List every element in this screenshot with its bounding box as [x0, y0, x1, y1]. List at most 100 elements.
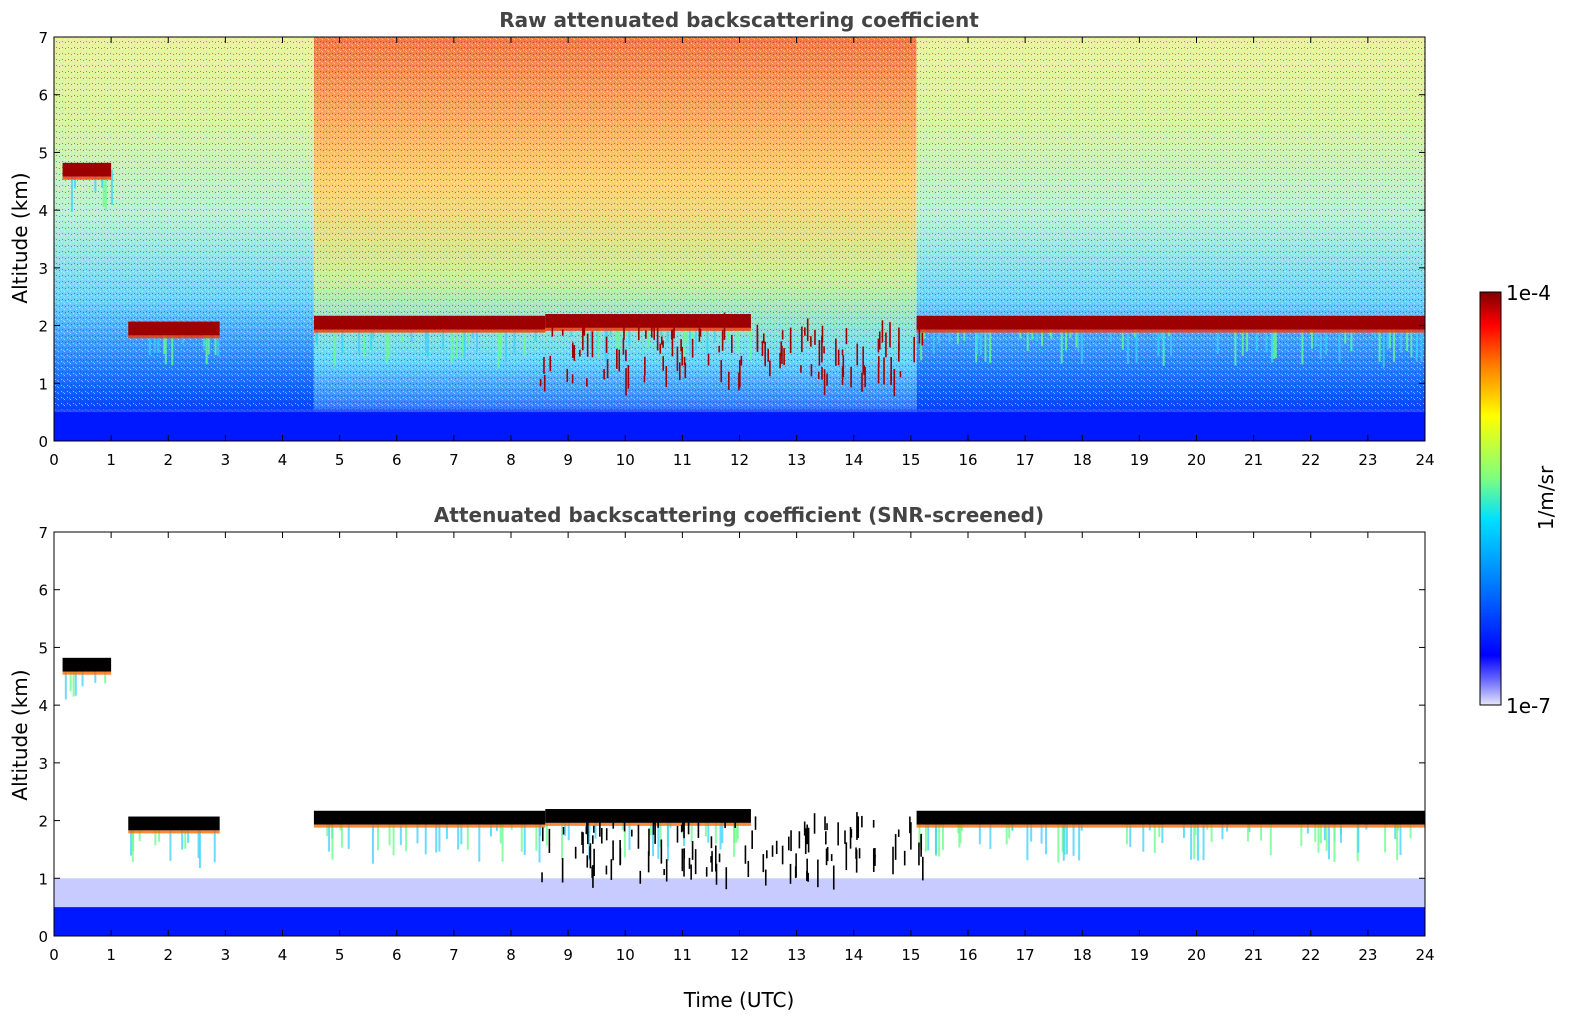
broken-cloud-streak [918, 842, 920, 866]
virga-streak [706, 320, 709, 354]
broken-cloud-streak [605, 828, 608, 841]
virga-streak [1216, 322, 1219, 354]
virga-streak [1142, 817, 1145, 852]
broken-cloud-streak [705, 867, 708, 877]
broken-cloud-streak [548, 828, 551, 853]
broken-cloud-streak [543, 374, 546, 392]
virga-streak [1410, 322, 1413, 358]
virga-streak [714, 815, 717, 844]
broken-cloud-streak [909, 816, 911, 834]
broken-cloud-streak [599, 812, 601, 837]
virga-streak [719, 815, 722, 850]
virga-streak [169, 823, 172, 861]
x-tick-label: 20 [1187, 946, 1206, 964]
y-tick-label: 7 [38, 524, 48, 542]
broken-cloud-streak [806, 858, 808, 878]
broken-cloud-streak [541, 827, 544, 842]
broken-cloud-streak [623, 821, 626, 832]
broken-cloud-streak [561, 329, 564, 336]
x-tick-label: 1 [106, 946, 116, 964]
virga-streak [385, 322, 388, 365]
x-tick-label: 18 [1073, 451, 1092, 469]
virga-streak [1075, 322, 1078, 348]
virga-streak [1333, 817, 1336, 862]
y-tick-label: 6 [38, 582, 48, 600]
virga-streak [749, 320, 752, 360]
virga-streak [594, 815, 597, 839]
virga-streak [347, 817, 350, 849]
x-tick-label: 22 [1301, 946, 1320, 964]
broken-cloud-streak [814, 329, 816, 345]
virga-streak [975, 322, 978, 363]
panel-raw-y-axis: 0 1 2 3 4 5 6 7 [38, 29, 1425, 451]
virga-streak [1269, 817, 1272, 856]
virga-streak [1005, 817, 1008, 845]
virga-streak [659, 815, 662, 848]
broken-cloud-streak [823, 369, 826, 395]
cloud-layer-edge [62, 176, 112, 180]
broken-cloud-streak [832, 865, 835, 890]
broken-cloud-streak [688, 857, 691, 869]
x-tick-label: 1 [106, 451, 116, 469]
x-tick-label: 8 [506, 451, 516, 469]
broken-cloud-streak [856, 343, 859, 366]
x-tick-label: 22 [1301, 451, 1320, 469]
broken-cloud-streak [781, 330, 784, 340]
virga-streak [1210, 817, 1213, 843]
virga-streak [72, 664, 75, 697]
virga-streak [164, 328, 167, 365]
virga-streak [1040, 817, 1043, 844]
virga-streak [376, 817, 379, 851]
virga-streak [467, 322, 470, 345]
virga-streak [588, 815, 591, 861]
broken-cloud-streak [821, 335, 823, 363]
virga-streak [978, 817, 981, 845]
broken-cloud-streak [826, 847, 829, 862]
broken-cloud-streak [582, 324, 584, 351]
x-tick-label: 5 [335, 451, 345, 469]
virga-streak [102, 169, 105, 207]
x-tick-label: 4 [278, 946, 288, 964]
x-tick-label: 14 [844, 946, 863, 964]
x-tick-label: 8 [506, 946, 516, 964]
virga-streak [400, 322, 403, 343]
virga-streak [567, 815, 570, 841]
virga-streak [463, 322, 466, 358]
broken-cloud-streak [826, 823, 828, 831]
broken-cloud-streak [605, 865, 608, 875]
x-tick-label: 2 [163, 946, 173, 964]
broken-cloud-streak [874, 848, 876, 858]
virga-streak [989, 817, 992, 849]
broken-cloud-streak [682, 819, 684, 832]
broken-cloud-streak [687, 818, 690, 835]
broken-cloud-streak [817, 371, 820, 380]
broken-cloud-streak [764, 341, 766, 367]
broken-cloud-streak [810, 336, 812, 347]
broken-cloud-streak [691, 841, 694, 860]
virga-streak [460, 817, 463, 845]
broken-cloud-streak [710, 856, 712, 863]
panel-raw-x-axis: 0 1 2 3 4 5 6 7 8 9 10 11 12 13 14 15 16 17 18 19 20 21 22 23 24 [49, 37, 1435, 469]
broken-cloud-streak [652, 812, 655, 835]
virga-streak [1415, 322, 1418, 362]
virga-streak [94, 169, 97, 192]
x-tick-label: 21 [1244, 451, 1263, 469]
broken-cloud-streak [756, 331, 759, 352]
virga-streak [545, 815, 548, 846]
broken-cloud-streak [605, 336, 608, 353]
virga-streak [1396, 817, 1399, 861]
x-tick-label: 16 [958, 946, 977, 964]
virga-streak [207, 328, 210, 355]
broken-cloud-streak [680, 339, 682, 352]
panel-screened-y-axis: 0 1 2 3 4 5 6 7 [38, 524, 1425, 946]
broken-cloud-streak [600, 827, 603, 844]
y-tick-label: 2 [38, 318, 48, 336]
virga-streak [1420, 322, 1423, 362]
broken-cloud-streak [878, 331, 881, 350]
broken-cloud-streak [683, 848, 686, 859]
x-tick-label: 18 [1073, 946, 1092, 964]
virga-streak [69, 664, 72, 692]
broken-cloud-streak [691, 338, 694, 346]
x-tick-label: 6 [392, 946, 402, 964]
panel-screened-y-label: Altitude (km) [8, 669, 32, 800]
